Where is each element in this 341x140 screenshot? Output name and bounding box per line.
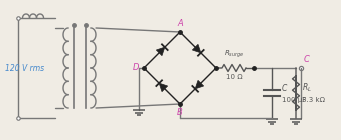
Text: 3.3 kΩ: 3.3 kΩ — [302, 97, 325, 103]
Text: 10 Ω: 10 Ω — [226, 74, 242, 80]
Polygon shape — [195, 80, 204, 89]
Text: A: A — [177, 19, 183, 28]
Text: C: C — [304, 55, 310, 64]
Text: 100 μF: 100 μF — [282, 97, 306, 103]
Text: $R_{surge}$: $R_{surge}$ — [224, 48, 244, 60]
Text: 120 V rms: 120 V rms — [5, 64, 44, 73]
Text: C: C — [282, 83, 287, 93]
Polygon shape — [192, 44, 201, 53]
Text: B: B — [177, 108, 183, 117]
Text: D: D — [133, 62, 139, 72]
Polygon shape — [156, 47, 165, 56]
Text: $R_L$: $R_L$ — [302, 82, 312, 94]
Polygon shape — [159, 83, 168, 92]
